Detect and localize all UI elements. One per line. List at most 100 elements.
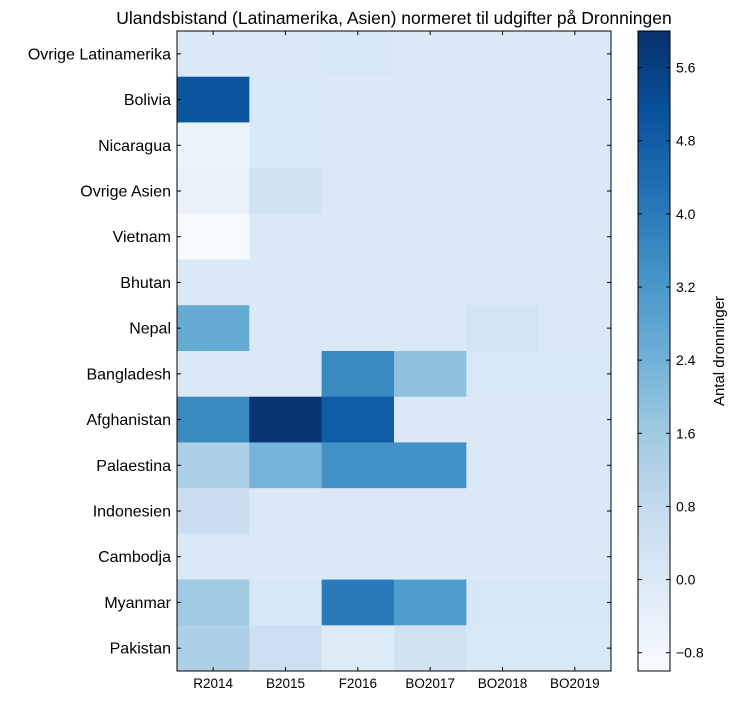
y-tick-label: Nicaragua [98,138,171,155]
heatmap-cell [249,168,323,215]
y-tick-label: Bolivia [124,92,171,109]
heatmap-cell [321,533,395,581]
heatmap-cell [249,442,323,489]
heatmap-cell [466,625,540,672]
heatmap-cell [538,579,612,626]
heatmap-cell [177,533,250,581]
heatmap-cell [321,259,395,306]
colorbar [637,30,671,672]
heatmap-cell [466,305,540,352]
heatmap-cell [249,305,323,352]
heatmap-cell [177,31,250,78]
heatmap-cell [249,533,323,581]
heatmap-cell [321,168,395,215]
heatmap-cell [177,488,250,535]
heatmap-cell [249,625,323,672]
heatmap-cell [321,396,395,443]
heatmap-cell [249,213,323,261]
y-tick-label: Myanmar [104,595,171,612]
heatmap-cell [177,76,250,123]
heatmap-cell [249,259,323,306]
heatmap-cell [538,351,612,398]
x-tick-label: BO2018 [478,676,528,691]
y-tick-label: Ovrige Asien [80,184,171,201]
y-tick-label: Pakistan [110,641,171,658]
y-tick-label: Indonesien [93,504,171,521]
heatmap-cell [538,259,612,306]
heatmap-cell [538,533,612,581]
y-tick-label: Palaestina [96,458,171,475]
heatmap-cell [538,76,612,123]
y-tick-label: Bhutan [120,275,171,292]
heatmap-cell [538,442,612,489]
x-tick-label: BO2019 [550,676,600,691]
heatmap-cell [394,351,467,398]
heatmap-cell [177,396,250,443]
plot-frame [176,30,612,672]
heatmap-cell [466,533,540,581]
heatmap-cell [394,396,467,443]
heatmap-cell [538,31,612,78]
heatmap-cell [177,442,250,489]
colorbar-tick-label: 4.8 [676,133,696,149]
y-tick-label: Bangladesh [86,366,171,383]
heatmap-cell [466,259,540,306]
heatmap-cell [466,442,540,489]
colorbar-tick-label: 4.0 [676,206,696,222]
x-tick-label: R2014 [193,676,233,691]
heatmap-cell [321,31,395,78]
x-tick-label: B2015 [266,676,305,691]
y-tick-label: Afghanistan [86,412,171,429]
heatmap-cell [394,122,467,169]
heatmap-cell [177,213,250,261]
heatmap-cell [321,488,395,535]
heatmap-cell [249,31,323,78]
colorbar-tick-label: 0.0 [676,572,696,588]
heatmap-cell [466,76,540,123]
heatmap-cell [321,305,395,352]
heatmap-cell [177,351,250,398]
heatmap-cell [538,305,612,352]
colorbar-tick-label: 0.8 [676,498,696,514]
heatmap-cell [177,579,250,626]
heatmap-cell [321,213,395,261]
heatmap-cell [394,31,467,78]
colorbar-tick-label: 3.2 [676,279,696,295]
colorbar-tick-label: −0.8 [676,645,704,661]
heatmap-cell [466,351,540,398]
heatmap-cell [538,168,612,215]
heatmap-cell [466,488,540,535]
heatmap-cell [394,579,467,626]
heatmap-cell [538,396,612,443]
heatmap-cell [466,122,540,169]
heatmap-cell [321,351,395,398]
heatmap-cell [321,579,395,626]
x-tick-label: BO2017 [405,676,455,691]
heatmap-cell [538,213,612,261]
heatmap-cell [466,31,540,78]
heatmap-cell [249,396,323,443]
heatmap-cell [538,122,612,169]
colorbar-axis: −0.8 0.0 0.8 1.6 2.4 3.2 4.0 4.8 5.6 [638,60,704,661]
colorbar-tick-label: 1.6 [676,425,696,441]
y-axis: Ovrige Latinamerika Bolivia Nicaragua Ovrig… [28,46,611,658]
heatmap-cells [177,31,612,672]
y-tick-label: Cambodja [98,549,171,566]
heatmap-cell [466,396,540,443]
heatmap-cell [466,213,540,261]
heatmap-cell [321,625,395,672]
heatmap-cell [321,76,395,123]
heatmap-cell [177,168,250,215]
heatmap-cell [538,488,612,535]
heatmap-cell [177,625,250,672]
x-axis: R2014 B2015 F2016 BO2017 BO2018 BO2019 [193,31,600,691]
y-tick-label: Vietnam [113,229,171,246]
heatmap-cell [394,488,467,535]
heatmap-cell [249,579,323,626]
y-tick-label: Nepal [129,321,171,338]
chart-title: Ulandsbistand (Latinamerika, Asien) norm… [116,8,671,28]
heatmap-cell [394,533,467,581]
heatmap-cell [177,122,250,169]
heatmap-cell [394,168,467,215]
